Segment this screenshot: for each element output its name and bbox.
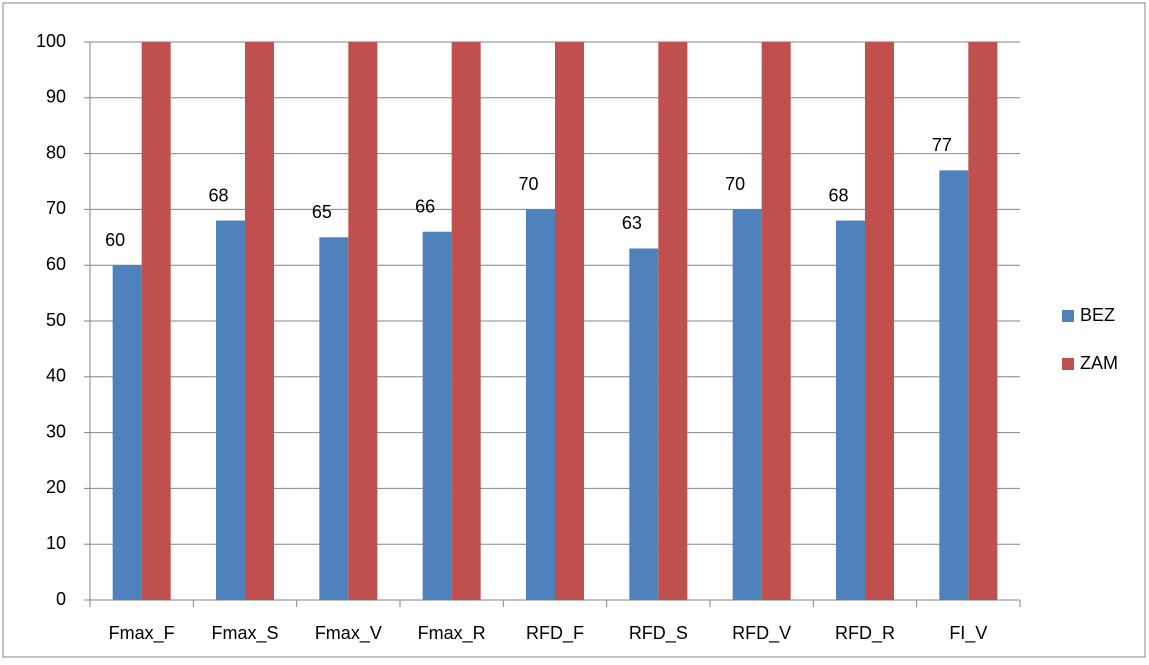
bar: [629, 248, 659, 600]
data-label: 65: [312, 202, 332, 222]
bar: [555, 42, 584, 600]
bar: [865, 42, 894, 600]
x-tick-label: RFD_R: [835, 623, 895, 644]
bar: [451, 42, 481, 600]
bar: [968, 42, 998, 600]
data-label: 63: [622, 213, 642, 233]
y-tick-label: 90: [46, 87, 66, 107]
bar: [112, 265, 142, 600]
bar: [422, 231, 452, 600]
y-tick-label: 80: [46, 142, 66, 162]
legend-swatch: [1062, 358, 1074, 370]
y-tick-label: 30: [46, 421, 66, 441]
data-label: 60: [105, 230, 125, 250]
bar: [732, 209, 762, 600]
data-label: 68: [828, 185, 848, 205]
data-label: 77: [932, 135, 952, 155]
y-tick-label: 50: [46, 310, 66, 330]
y-tick-label: 70: [46, 198, 66, 218]
legend-label: ZAM: [1080, 353, 1118, 373]
bar: [216, 220, 245, 600]
x-tick-label: Fmax_F: [109, 623, 175, 644]
bar: [761, 42, 791, 600]
bar: [348, 42, 378, 600]
data-label: 68: [208, 185, 228, 205]
y-tick-label: 10: [46, 533, 66, 553]
bar: [141, 42, 171, 600]
bar: [319, 237, 349, 601]
x-tick-label: RFD_V: [732, 623, 791, 644]
x-tick-label: Fmax_V: [315, 623, 382, 644]
bar: [939, 170, 969, 600]
bar: [526, 209, 555, 600]
x-tick-label: Fmax_S: [211, 623, 278, 644]
x-tick-label: RFD_S: [629, 623, 688, 644]
legend-label: BEZ: [1080, 305, 1115, 325]
legend-swatch: [1062, 310, 1074, 322]
y-tick-label: 60: [46, 254, 66, 274]
data-label: 70: [725, 174, 745, 194]
y-tick-label: 40: [46, 366, 66, 386]
bar: [245, 42, 274, 600]
data-label: 66: [415, 196, 435, 216]
data-label: 70: [518, 174, 538, 194]
bar: [658, 42, 688, 600]
x-tick-label: Fmax_R: [418, 623, 486, 644]
x-tick-label: RFD_F: [526, 623, 584, 644]
y-tick-label: 0: [56, 589, 66, 609]
bar: [836, 220, 865, 600]
y-tick-label: 20: [46, 477, 66, 497]
x-tick-label: FI_V: [949, 623, 987, 644]
y-tick-label: 100: [36, 31, 66, 51]
